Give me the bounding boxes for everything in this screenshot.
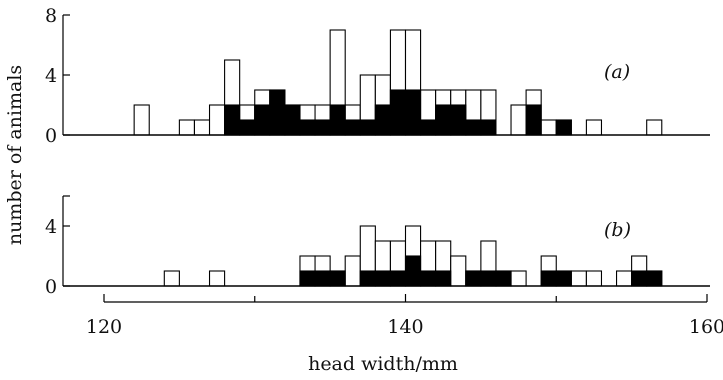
- panel-a-subset-bar: [389, 89, 407, 136]
- panel-a-total-bar: [646, 119, 663, 136]
- panel-b-subset-bar: [646, 270, 663, 287]
- panel-a-subset-bar: [344, 119, 361, 136]
- panel-a-subset-bar: [269, 89, 286, 136]
- panel-a-subset-bar: [329, 104, 346, 136]
- panel-a-subset-bar: [359, 119, 376, 136]
- panel-a-bars: [133, 29, 663, 136]
- panel-b-total-bar: [344, 255, 361, 287]
- panel-b-total-bar: [570, 270, 587, 287]
- panel-a-subset-bar: [525, 104, 542, 136]
- panel-b-subset-bar: [420, 270, 437, 287]
- panel-a-subset-bar: [299, 119, 316, 136]
- x-axis-title: head width/mm: [308, 353, 458, 375]
- panel-b-subset-bar: [329, 270, 346, 287]
- panel-a-label: (a): [604, 61, 630, 83]
- panel-b-subset-bar: [389, 270, 407, 287]
- panel-a-subset-bar: [465, 119, 482, 136]
- panel-a-y-tick-label: 8: [45, 5, 57, 27]
- panel-b-subset-bar: [359, 270, 376, 287]
- panel-b-total-bar: [585, 270, 603, 287]
- panel-a-total-bar: [540, 119, 557, 136]
- panel-a-total-bar: [193, 119, 211, 136]
- panel-a-total-bar: [133, 104, 150, 136]
- panel-b-subset-bar: [465, 270, 482, 287]
- panel-a-total-bar: [585, 119, 603, 136]
- panel-b-label: (b): [604, 219, 631, 241]
- panel-a-subset-bar: [420, 119, 437, 136]
- panel-b: 04 (b): [45, 195, 710, 298]
- panel-a-total-bar: [510, 104, 527, 136]
- panel-b-subset-bar: [404, 255, 422, 287]
- panel-b-bars: [163, 225, 663, 287]
- y-axis-title: number of animals: [4, 65, 26, 245]
- x-tick-label: 140: [387, 316, 423, 338]
- panel-a-subset-bar: [480, 119, 497, 136]
- panel-b-total-bar: [450, 255, 467, 287]
- panel-b-subset-bar: [495, 270, 512, 287]
- panel-b-subset-bar: [540, 270, 557, 287]
- panel-a-subset-bar: [254, 104, 271, 136]
- panel-b-subset-bar: [631, 270, 648, 287]
- panel-a-total-bar: [208, 104, 226, 136]
- panel-b-subset-bar: [435, 270, 452, 287]
- panel-b-y-ticks: 04: [45, 195, 70, 298]
- x-tick-label: 120: [86, 316, 122, 338]
- x-axis: 120 140 160: [86, 294, 723, 338]
- panel-a-subset-bar: [435, 104, 452, 136]
- panel-a-subset-bar: [224, 104, 241, 136]
- panel-b-subset-bar: [374, 270, 391, 287]
- x-ticks: 120 140 160: [86, 294, 723, 338]
- panel-b-total-bar: [510, 270, 527, 287]
- x-tick-label: 160: [689, 316, 723, 338]
- panel-a-subset-bar: [450, 104, 467, 136]
- panel-a-subset-bar: [404, 89, 422, 136]
- panel-b-total-bar: [163, 270, 180, 287]
- panel-b-total-bar: [208, 270, 226, 287]
- panel-a-subset-bar: [374, 104, 391, 136]
- panel-a-subset-bar: [239, 119, 256, 136]
- panel-a: 0 4 8 (a): [45, 5, 710, 147]
- panel-b-y-tick-label: 4: [45, 216, 57, 238]
- panel-b-y-tick-label: 0: [45, 276, 57, 298]
- panel-b-subset-bar: [555, 270, 572, 287]
- panel-a-y-ticks: 0 4 8: [45, 5, 70, 147]
- panel-a-subset-bar: [314, 119, 331, 136]
- panel-b-subset-bar: [299, 270, 316, 287]
- panel-a-subset-bar: [284, 104, 301, 136]
- panel-a-total-bar: [178, 119, 195, 136]
- panel-b-subset-bar: [480, 270, 497, 287]
- panel-a-subset-bar: [555, 119, 572, 136]
- panel-b-total-bar: [615, 270, 633, 287]
- panel-b-subset-bar: [314, 270, 331, 287]
- panel-a-y-tick-label: 0: [45, 125, 57, 147]
- panel-a-y-tick-label: 4: [45, 65, 57, 87]
